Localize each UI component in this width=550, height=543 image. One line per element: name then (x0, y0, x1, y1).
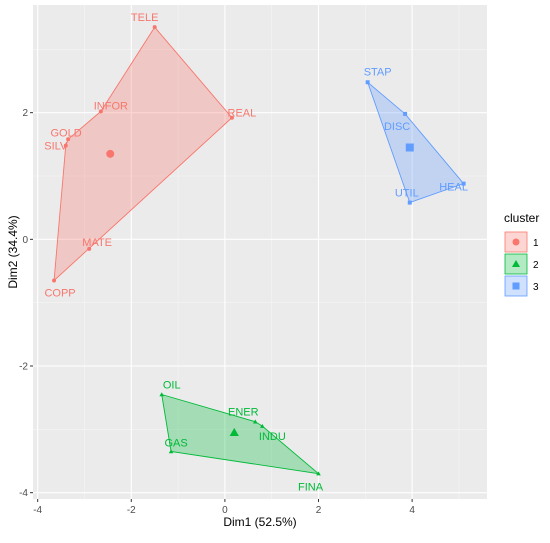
point-heal (461, 181, 466, 186)
label-stap: STAP (364, 66, 392, 78)
y-tick-label: -4 (19, 488, 28, 499)
x-axis: -4 -2 0 2 4 (33, 499, 415, 516)
y-axis-title: Dim2 (34.4%) (6, 215, 20, 288)
data-points (52, 25, 466, 476)
point-infor (98, 109, 103, 114)
x-tick-label: 0 (222, 505, 228, 516)
point-silv (63, 143, 68, 148)
x-tick-label: -2 (127, 505, 136, 516)
label-tele: TELE (131, 12, 159, 24)
y-tick-label: 2 (22, 108, 28, 119)
point-mate (87, 246, 92, 251)
cluster-2-hull (161, 393, 321, 475)
point-fina (316, 471, 321, 476)
label-util: UTIL (395, 188, 419, 200)
point-gas (168, 449, 174, 454)
point-indu (260, 423, 265, 428)
label-fina: FINA (298, 482, 324, 494)
label-ener: ENER (228, 407, 259, 419)
legend-marker-2 (511, 259, 521, 268)
cluster-3-center (405, 143, 414, 152)
x-axis-title: Dim1 (52.5%) (223, 515, 296, 529)
point-ener (253, 419, 258, 424)
point-tele (152, 25, 157, 30)
grid-major (33, 5, 487, 499)
panel-background (33, 5, 487, 499)
y-axis: -4 -2 0 2 (19, 108, 33, 499)
point-gold (66, 137, 71, 142)
point-copp (52, 278, 57, 283)
label-real: REAL (228, 108, 257, 120)
legend-marker-1 (512, 238, 520, 246)
label-copp: COPP (44, 288, 75, 300)
legend-label-1: 1 (533, 238, 539, 249)
grid-minor (33, 5, 487, 499)
point-real (229, 115, 234, 120)
point-oil (159, 392, 165, 397)
legend-title: cluster (504, 211, 539, 225)
label-gold: GOLD (51, 127, 82, 139)
label-mate: MATE (82, 237, 112, 249)
cluster-centers (106, 143, 414, 436)
label-disc: DISC (384, 121, 410, 133)
label-silv: SILV (44, 141, 68, 153)
point-stap (365, 80, 370, 85)
legend: cluster 1 2 3 (504, 211, 539, 297)
label-oil: OIL (163, 380, 181, 392)
legend-label-3: 3 (533, 282, 539, 293)
cluster-1-center (106, 149, 115, 158)
label-gas: GAS (164, 438, 187, 450)
legend-marker-3 (512, 282, 520, 290)
cluster-2-center (229, 427, 239, 436)
point-util (407, 200, 412, 205)
x-tick-label: 4 (409, 505, 415, 516)
x-tick-label: 2 (316, 505, 322, 516)
legend-label-2: 2 (533, 260, 539, 271)
y-tick-label: 0 (22, 235, 28, 246)
label-indu: INDU (259, 431, 286, 443)
point-labels: TELE INFOR REAL GOLD SILV MATE COPP OIL ENERINDU… (44, 12, 468, 494)
x-tick-label: -4 (33, 505, 42, 516)
y-tick-label: -2 (19, 362, 28, 373)
label-infor: INFOR (94, 100, 128, 112)
label-heal: HEAL (439, 182, 468, 194)
point-disc (403, 111, 408, 116)
